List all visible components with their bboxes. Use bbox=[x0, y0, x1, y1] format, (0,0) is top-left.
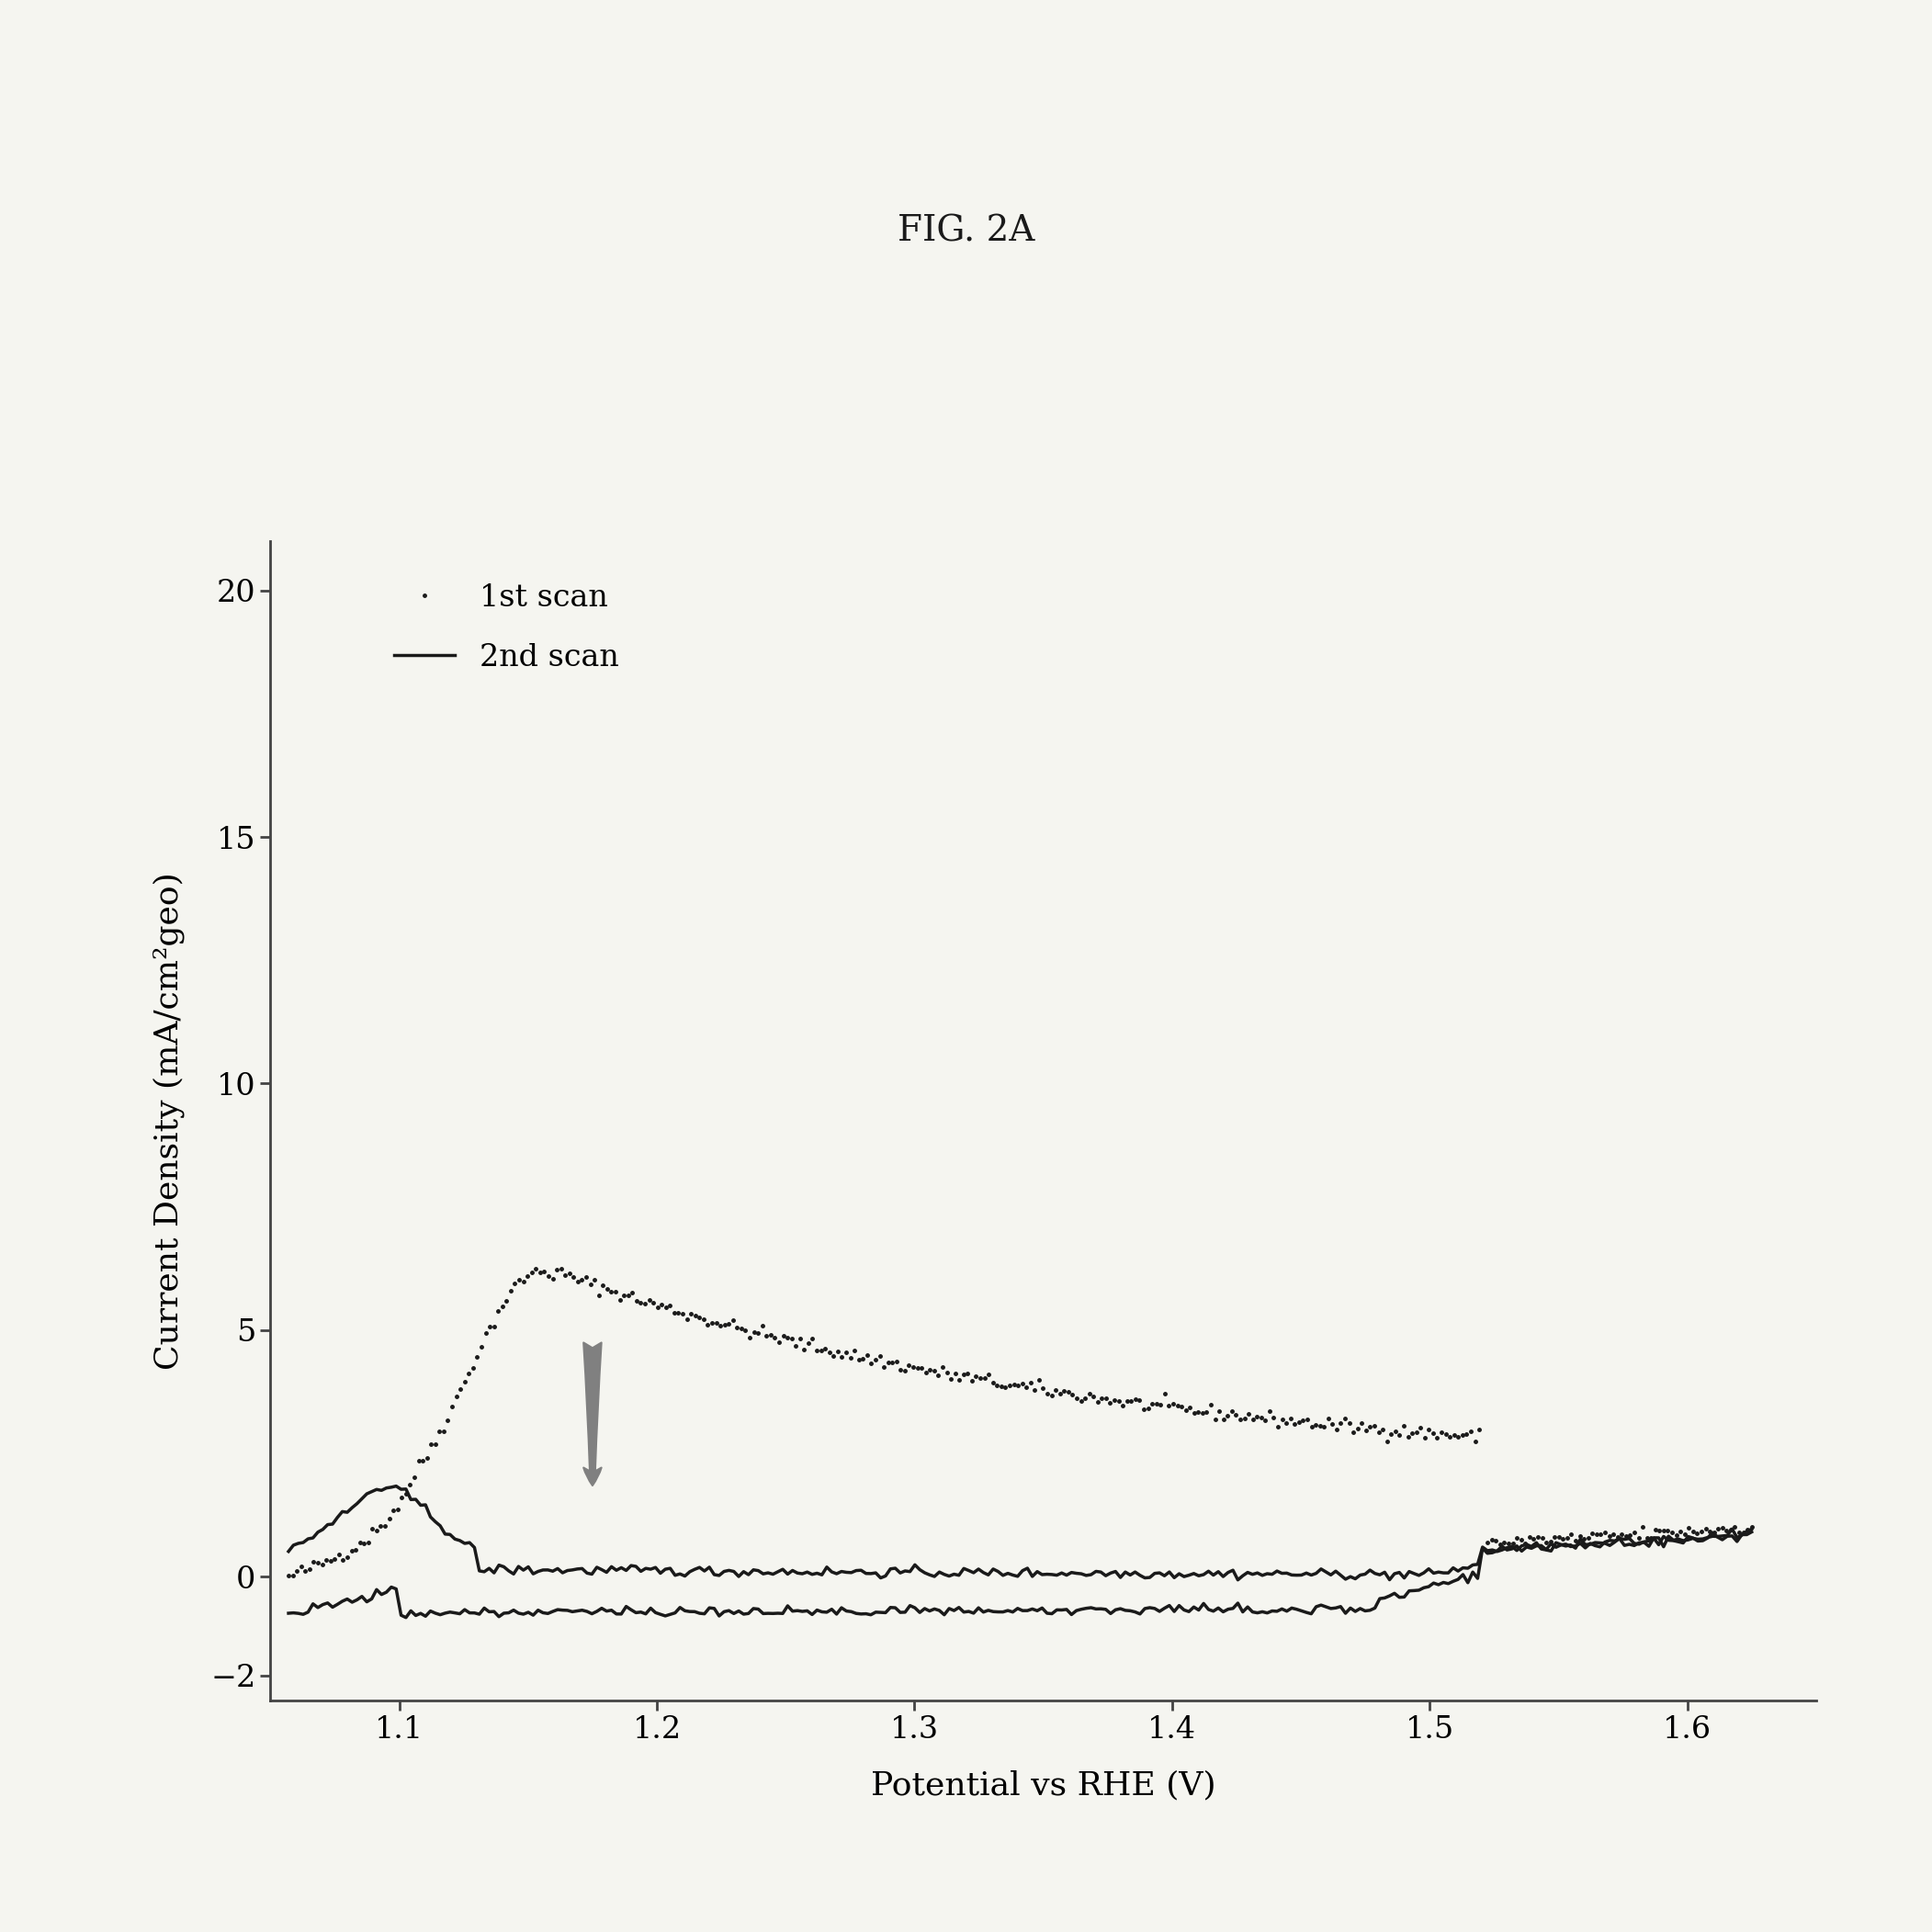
Legend: 1st scan, 2nd scan: 1st scan, 2nd scan bbox=[379, 568, 634, 688]
2nd scan bbox=[1227, 1569, 1250, 1592]
2nd scan bbox=[1148, 1561, 1171, 1584]
1st scan bbox=[1065, 1387, 1088, 1410]
2nd scan bbox=[384, 1474, 408, 1497]
2nd scan bbox=[1177, 1563, 1200, 1586]
X-axis label: Potential vs RHE (V): Potential vs RHE (V) bbox=[871, 1770, 1215, 1801]
1st scan bbox=[524, 1256, 547, 1279]
Text: FIG. 2A: FIG. 2A bbox=[896, 214, 1036, 249]
2nd scan bbox=[276, 1540, 299, 1563]
Line: 1st scan: 1st scan bbox=[286, 1265, 1754, 1578]
1st scan bbox=[282, 1565, 305, 1588]
2nd scan bbox=[1613, 1528, 1636, 1551]
1st scan bbox=[1727, 1520, 1750, 1544]
2nd scan bbox=[1153, 1565, 1177, 1588]
2nd scan bbox=[1741, 1520, 1764, 1544]
1st scan bbox=[960, 1370, 983, 1393]
1st scan bbox=[674, 1308, 697, 1331]
Line: 2nd scan: 2nd scan bbox=[288, 1486, 1752, 1580]
Y-axis label: Current Density (mA/cm²geo): Current Density (mA/cm²geo) bbox=[153, 871, 185, 1370]
1st scan bbox=[276, 1563, 299, 1586]
1st scan bbox=[1685, 1522, 1708, 1546]
1st scan bbox=[1741, 1515, 1764, 1538]
2nd scan bbox=[282, 1534, 305, 1557]
2nd scan bbox=[1520, 1534, 1544, 1557]
1st scan bbox=[1150, 1393, 1173, 1416]
